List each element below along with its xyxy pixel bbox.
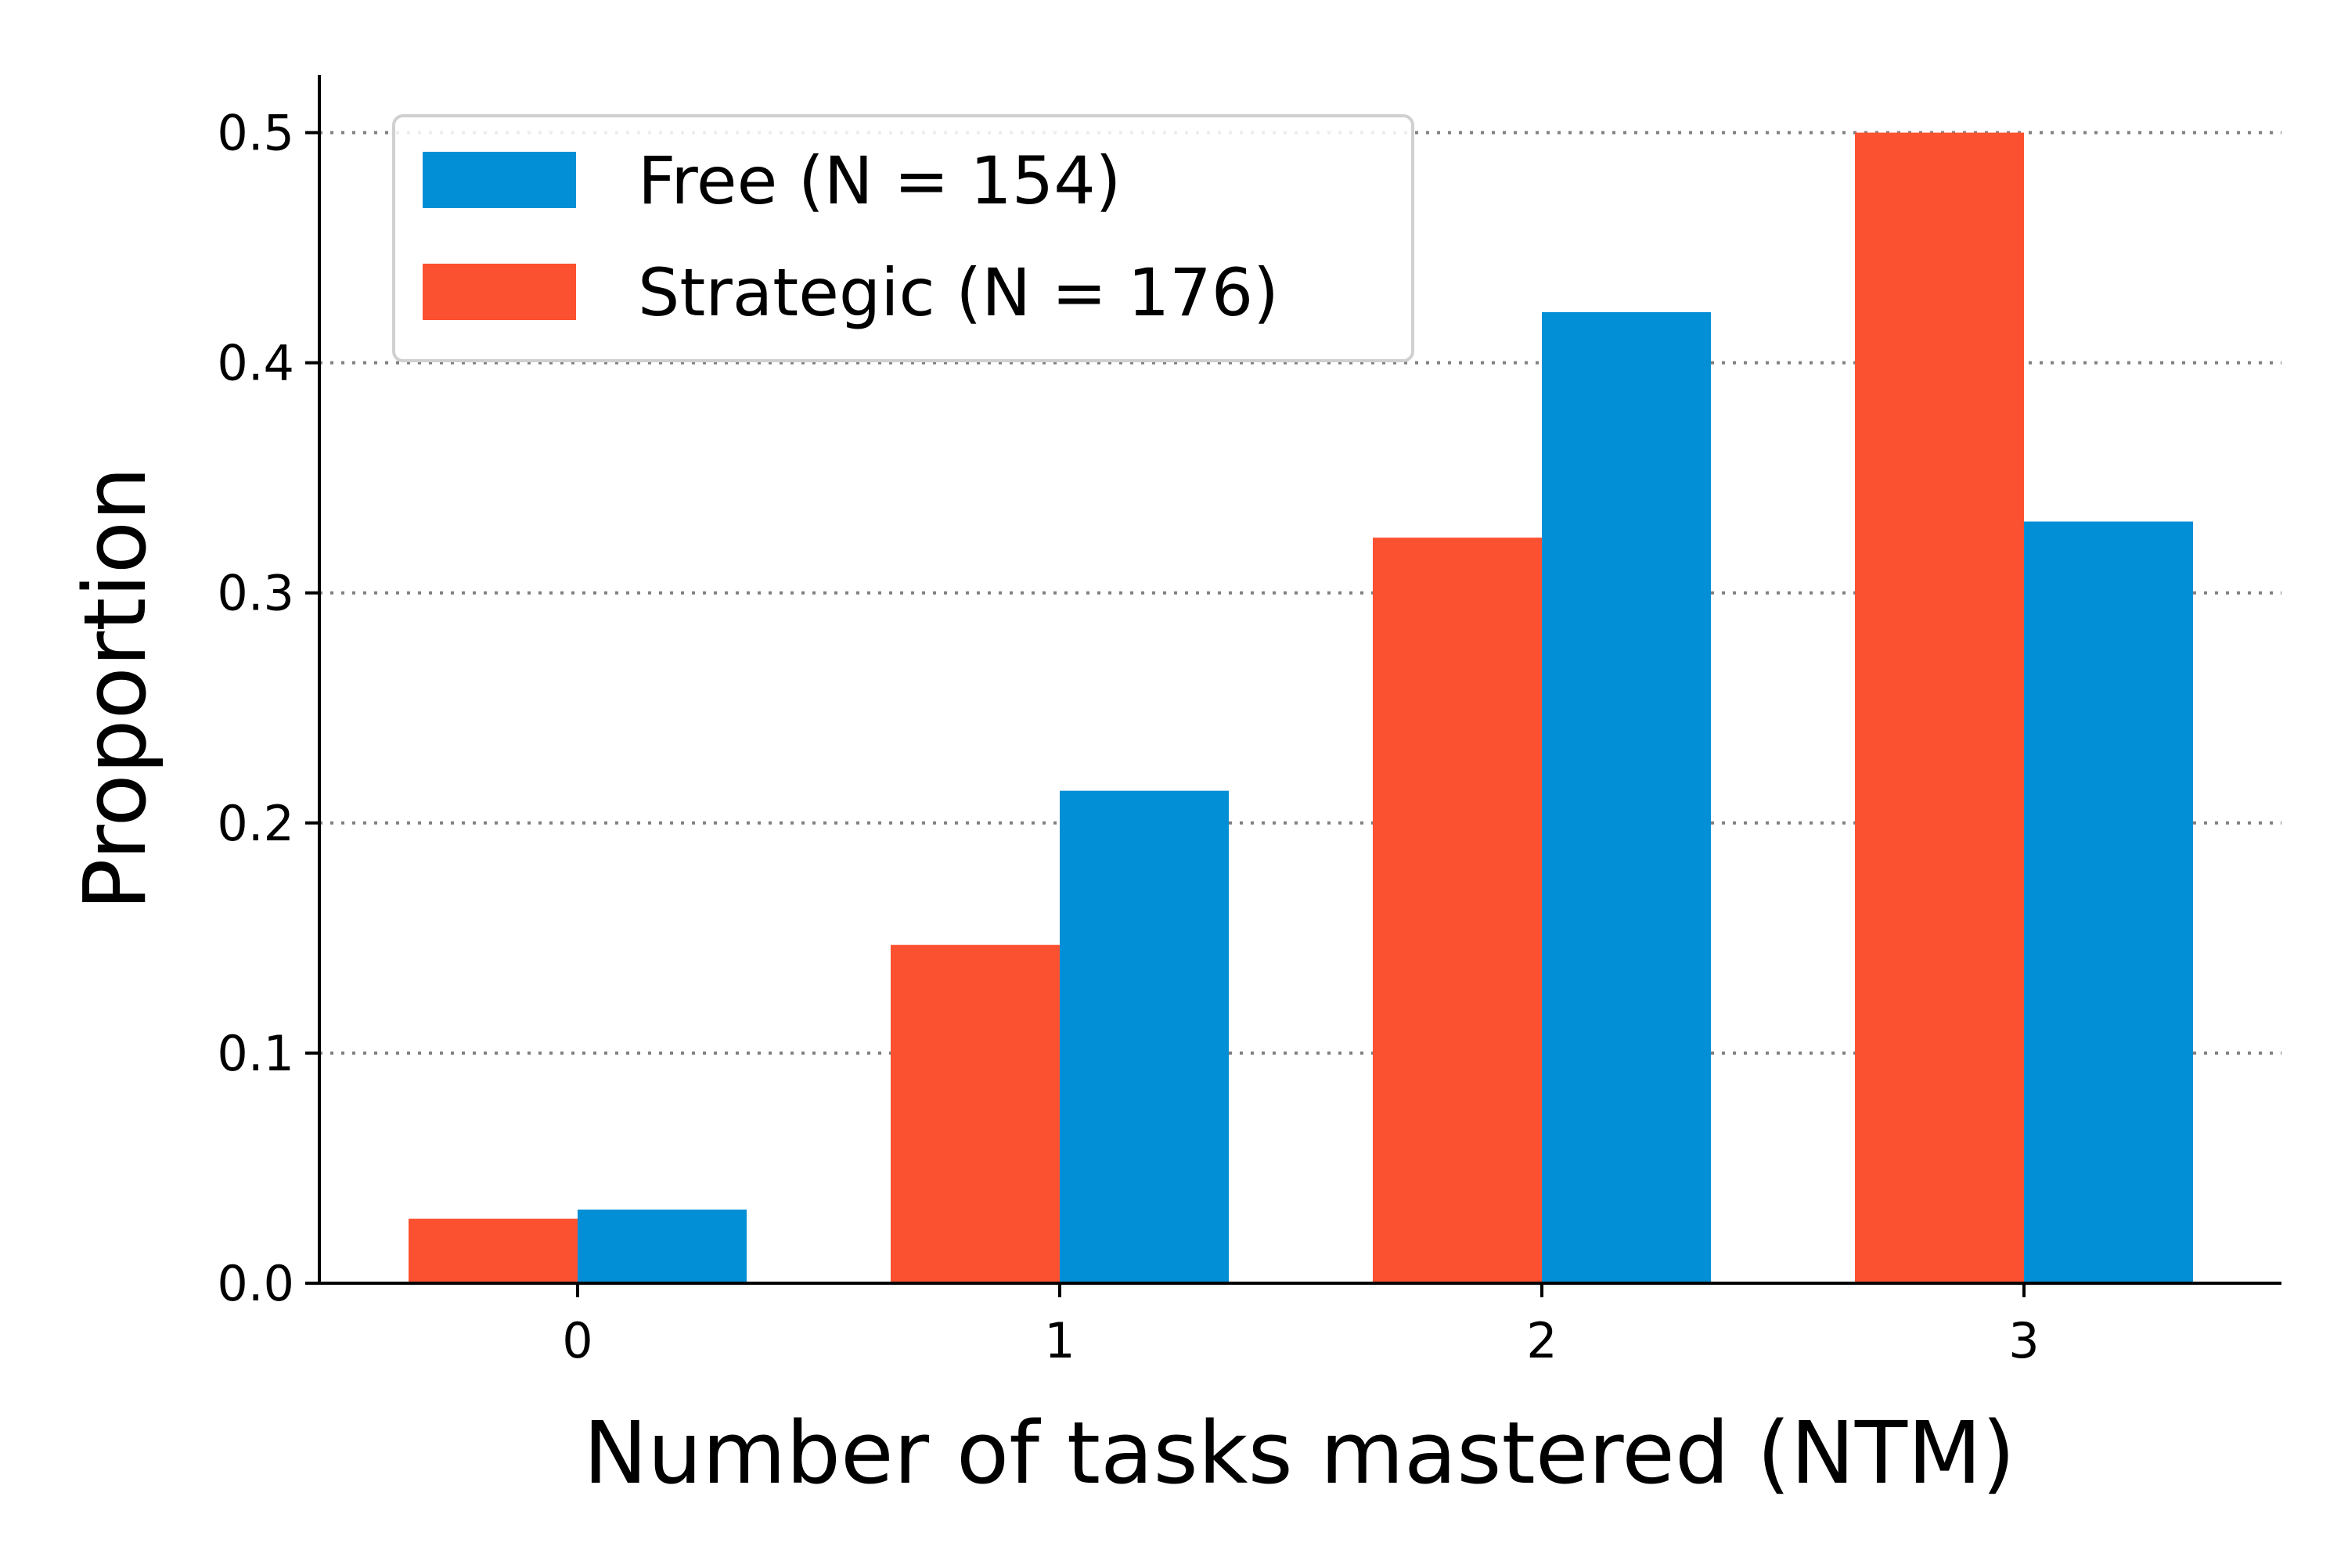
bar-strategic-0 bbox=[409, 1218, 578, 1283]
y-axis-ticks: 0.0 0.1 0.2 0.3 0.4 0.5 bbox=[217, 105, 319, 1312]
bar-free-2 bbox=[1542, 311, 1711, 1283]
y-axis-title: Proportion bbox=[65, 466, 165, 911]
x-tick-label: 2 bbox=[1526, 1312, 1557, 1369]
x-tick-label: 0 bbox=[562, 1312, 592, 1369]
legend-label: Strategic (N = 176) bbox=[638, 254, 1279, 331]
bar-free-1 bbox=[1060, 790, 1229, 1283]
y-tick-label: 0.4 bbox=[217, 335, 294, 392]
y-tick-label: 0.1 bbox=[217, 1025, 294, 1082]
legend-box bbox=[392, 114, 1414, 362]
y-tick-label: 0.5 bbox=[217, 105, 294, 162]
bar-strategic-2 bbox=[1373, 538, 1542, 1283]
legend-swatch bbox=[423, 264, 576, 320]
legend-swatch bbox=[423, 152, 576, 208]
x-tick-label: 3 bbox=[2008, 1312, 2039, 1369]
legend: Free (N = 154) Strategic (N = 176) bbox=[392, 114, 1414, 362]
bar-free-0 bbox=[578, 1209, 747, 1283]
bar-strategic-3 bbox=[1855, 132, 2024, 1283]
axes bbox=[318, 75, 2281, 1285]
x-axis-ticks: 0 1 2 3 bbox=[562, 1283, 2040, 1369]
bar-free-3 bbox=[2024, 521, 2193, 1283]
y-tick-label: 0.0 bbox=[217, 1255, 294, 1312]
bar-strategic-1 bbox=[891, 944, 1060, 1283]
legend-label: Free (N = 154) bbox=[638, 142, 1121, 219]
y-tick-label: 0.2 bbox=[217, 795, 294, 852]
x-axis-title: Number of tasks mastered (NTM) bbox=[583, 1403, 2015, 1503]
x-tick-label: 1 bbox=[1044, 1312, 1075, 1369]
bars bbox=[409, 132, 2193, 1283]
y-tick-label: 0.3 bbox=[217, 565, 294, 622]
